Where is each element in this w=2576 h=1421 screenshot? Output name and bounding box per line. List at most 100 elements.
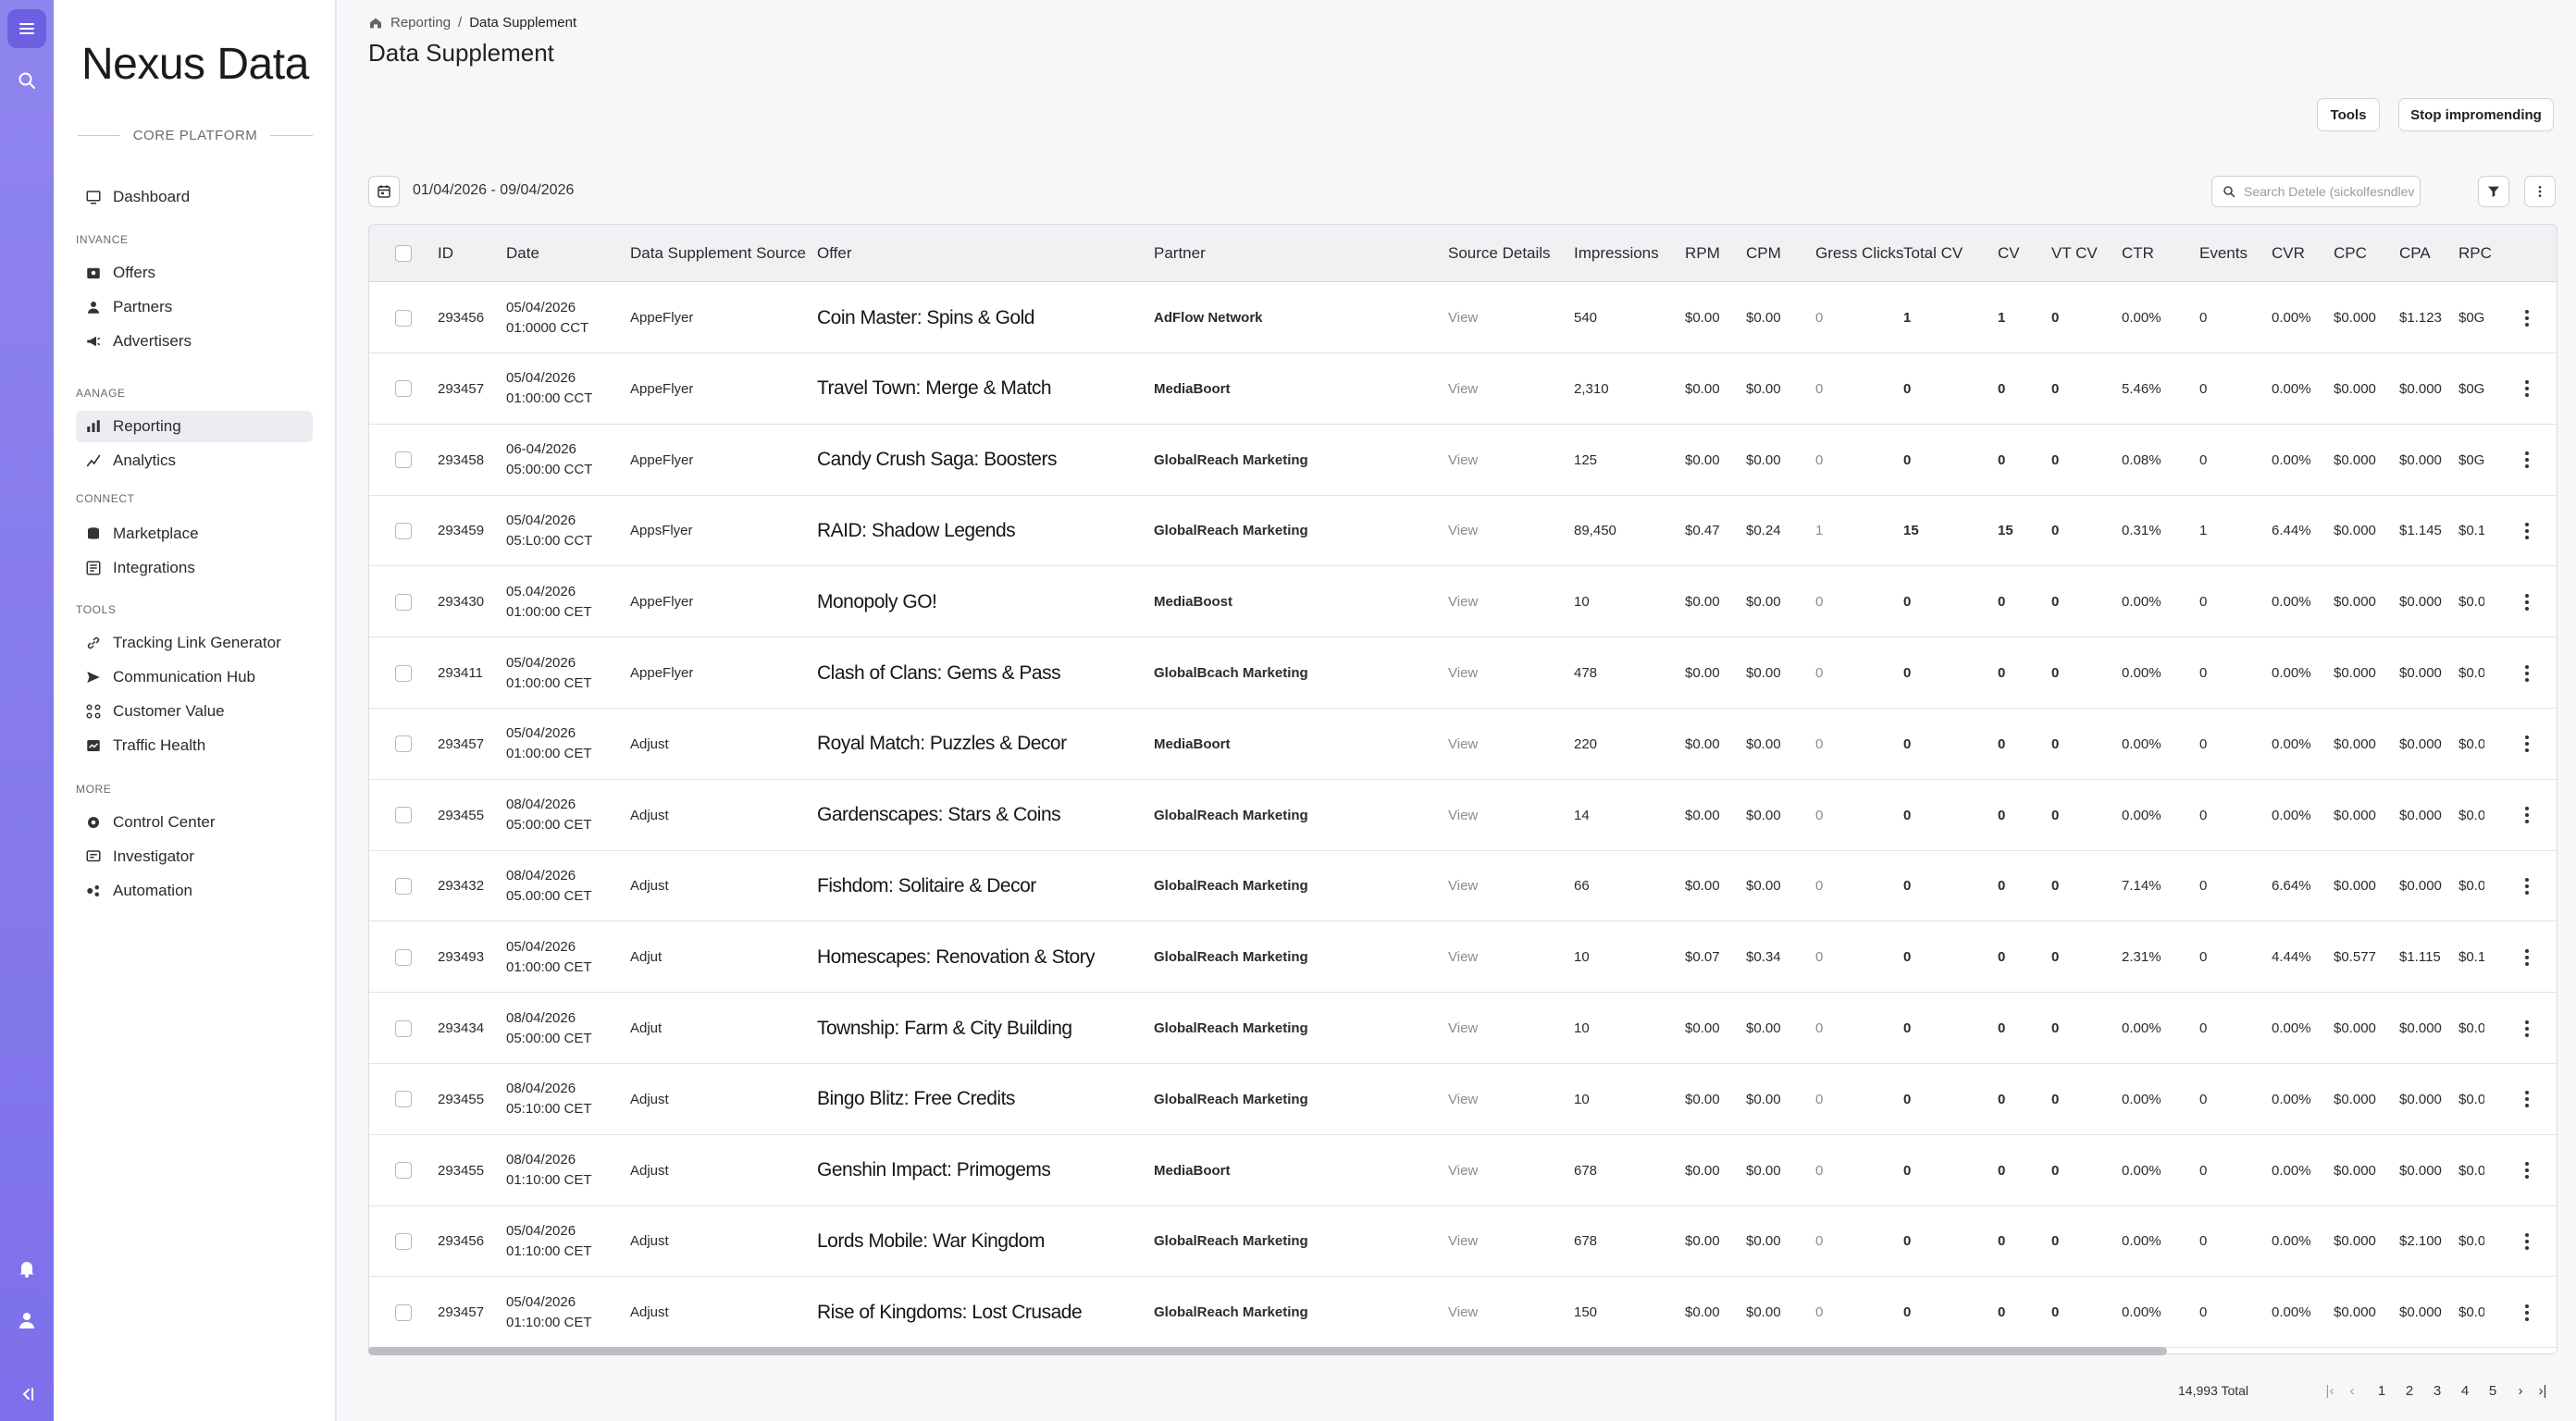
column-header[interactable]: RPC [2458,244,2492,262]
page-number[interactable]: 2 [2405,1382,2414,1399]
row-actions-button[interactable] [2525,993,2529,1064]
sidebar-item-offers[interactable]: Offers [76,257,313,289]
table-row[interactable]: 293455 08/04/2026 05:10:00 CET Adjust Bin… [369,1064,2557,1135]
page-number[interactable]: 5 [2488,1382,2497,1399]
column-header[interactable]: VT CV [2051,244,2098,262]
row-checkbox[interactable] [395,780,412,851]
breadcrumb-reporting[interactable]: Reporting [390,15,452,31]
row-checkbox[interactable] [395,495,412,566]
table-row[interactable]: 293457 05/04/2026 01:10:00 CET Adjust Ris… [369,1277,2557,1349]
cell-details[interactable]: View [1448,1020,1479,1036]
page-number[interactable]: 3 [2433,1382,2442,1399]
column-header[interactable]: Gress Clicks [1815,244,1904,262]
sidebar-item-traffic-health[interactable]: Traffic Health [76,730,313,761]
sidebar-item-partners[interactable]: Partners [76,291,313,323]
row-actions-button[interactable] [2525,1135,2529,1206]
row-actions-button[interactable] [2525,780,2529,851]
search-box[interactable] [2211,176,2421,207]
column-header[interactable]: RPM [1685,244,1720,262]
page-number[interactable]: 1 [2377,1382,2386,1399]
row-checkbox[interactable] [395,566,412,637]
table-row[interactable]: 293456 05/04/2026 01:10:00 CET Adjust Lor… [369,1205,2557,1278]
column-header[interactable]: CPC [2334,244,2367,262]
column-header[interactable]: Offer [817,244,852,262]
row-actions-button[interactable] [2525,709,2529,780]
horizontal-scrollbar[interactable] [368,1347,2557,1356]
stop-impersonating-button[interactable]: Stop impromending [2398,98,2554,131]
row-actions-button[interactable] [2525,353,2529,425]
row-checkbox[interactable] [395,1064,412,1135]
sidebar-item-communication-hub[interactable]: Communication Hub [76,661,313,693]
column-header[interactable]: Partner [1154,244,1206,262]
calendar-button[interactable] [368,176,400,207]
table-row[interactable]: 293455 08/04/2026 01:10:00 CET Adjust Gen… [369,1135,2557,1206]
column-header[interactable]: CPA [2399,244,2431,262]
row-actions-button[interactable] [2525,282,2529,353]
column-header[interactable]: Total CV [1903,244,1963,262]
cell-details[interactable]: View [1448,380,1479,397]
sidebar-item-customer-value[interactable]: Customer Value [76,696,313,727]
table-row[interactable]: 293457 05/04/2026 01:00:00 CCT AppeFlyer… [369,353,2557,425]
cell-details[interactable]: View [1448,735,1479,752]
cell-details[interactable]: View [1448,1304,1479,1321]
last-page-icon[interactable]: ›| [2538,1382,2547,1399]
filter-button[interactable] [2478,176,2509,207]
column-header[interactable]: CV [1998,244,2020,262]
search-input[interactable] [2244,184,2415,199]
column-header[interactable]: Data Supplement Source [630,244,806,262]
cell-details[interactable]: View [1448,523,1479,539]
row-checkbox[interactable] [395,709,412,780]
table-row[interactable]: 293432 08/04/2026 05.00:00 CET Adjust Fis… [369,850,2557,922]
row-checkbox[interactable] [395,282,412,353]
cell-details[interactable]: View [1448,878,1479,895]
page-number[interactable]: 4 [2460,1382,2470,1399]
sidebar-item-automation[interactable]: Automation [76,875,313,907]
table-row[interactable]: 293493 05/04/2026 01:00:00 CET Adjut Home… [369,921,2557,994]
cell-details[interactable]: View [1448,949,1479,966]
sidebar-item-advertisers[interactable]: Advertisers [76,326,313,357]
row-checkbox[interactable] [395,1277,412,1348]
cell-details[interactable]: View [1448,594,1479,611]
row-actions-button[interactable] [2525,637,2529,709]
row-actions-button[interactable] [2525,850,2529,921]
sidebar-item-analytics[interactable]: Analytics [76,445,313,476]
table-row[interactable]: 293430 05.04/2026 01:00:00 CET AppeFlyer… [369,566,2557,638]
row-checkbox[interactable] [395,1135,412,1206]
cell-details[interactable]: View [1448,665,1479,681]
column-header[interactable]: CPM [1746,244,1781,262]
table-row[interactable]: 293459 05/04/2026 05:L0:00 CCT AppsFlyer… [369,495,2557,567]
row-actions-button[interactable] [2525,566,2529,637]
row-checkbox[interactable] [395,637,412,709]
first-page-icon[interactable]: |‹ [2325,1382,2334,1399]
row-checkbox[interactable] [395,353,412,425]
row-checkbox[interactable] [395,425,412,496]
row-actions-button[interactable] [2525,921,2529,993]
column-header[interactable]: ID [438,244,453,262]
cell-details[interactable]: View [1448,310,1479,326]
tools-button[interactable]: Tools [2317,98,2380,131]
table-row[interactable]: 293458 06-04/2026 05:00:00 CCT AppeFlyer… [369,425,2557,496]
search-icon[interactable] [7,61,46,100]
prev-page-icon[interactable]: ‹ [2349,1382,2355,1399]
select-all-checkbox[interactable] [395,225,412,282]
row-actions-button[interactable] [2525,495,2529,566]
cell-details[interactable]: View [1448,1162,1479,1179]
column-header[interactable]: Date [506,244,539,262]
row-checkbox[interactable] [395,993,412,1064]
menu-icon[interactable] [7,9,46,48]
row-actions-button[interactable] [2525,1205,2529,1277]
collapse-icon[interactable] [7,1375,46,1414]
sidebar-item-tracking-link-generator[interactable]: Tracking Link Generator [76,627,313,659]
table-row[interactable]: 293456 05/04/2026 01:0000 CCT AppeFlyer C… [369,282,2557,353]
sidebar-item-dashboard[interactable]: Dashboard [76,181,313,213]
next-page-icon[interactable]: › [2518,1382,2523,1399]
table-row[interactable]: 293457 05/04/2026 01:00:00 CET Adjust Roy… [369,709,2557,780]
row-checkbox[interactable] [395,1205,412,1277]
column-header[interactable]: CTR [2122,244,2154,262]
sidebar-item-reporting[interactable]: Reporting [76,411,313,442]
column-header[interactable]: Events [2199,244,2248,262]
column-header[interactable]: CVR [2272,244,2305,262]
table-row[interactable]: 293434 08/04/2026 05:00:00 CET Adjut Town… [369,993,2557,1064]
cell-details[interactable]: View [1448,1091,1479,1107]
sidebar-item-marketplace[interactable]: Marketplace [76,518,313,550]
